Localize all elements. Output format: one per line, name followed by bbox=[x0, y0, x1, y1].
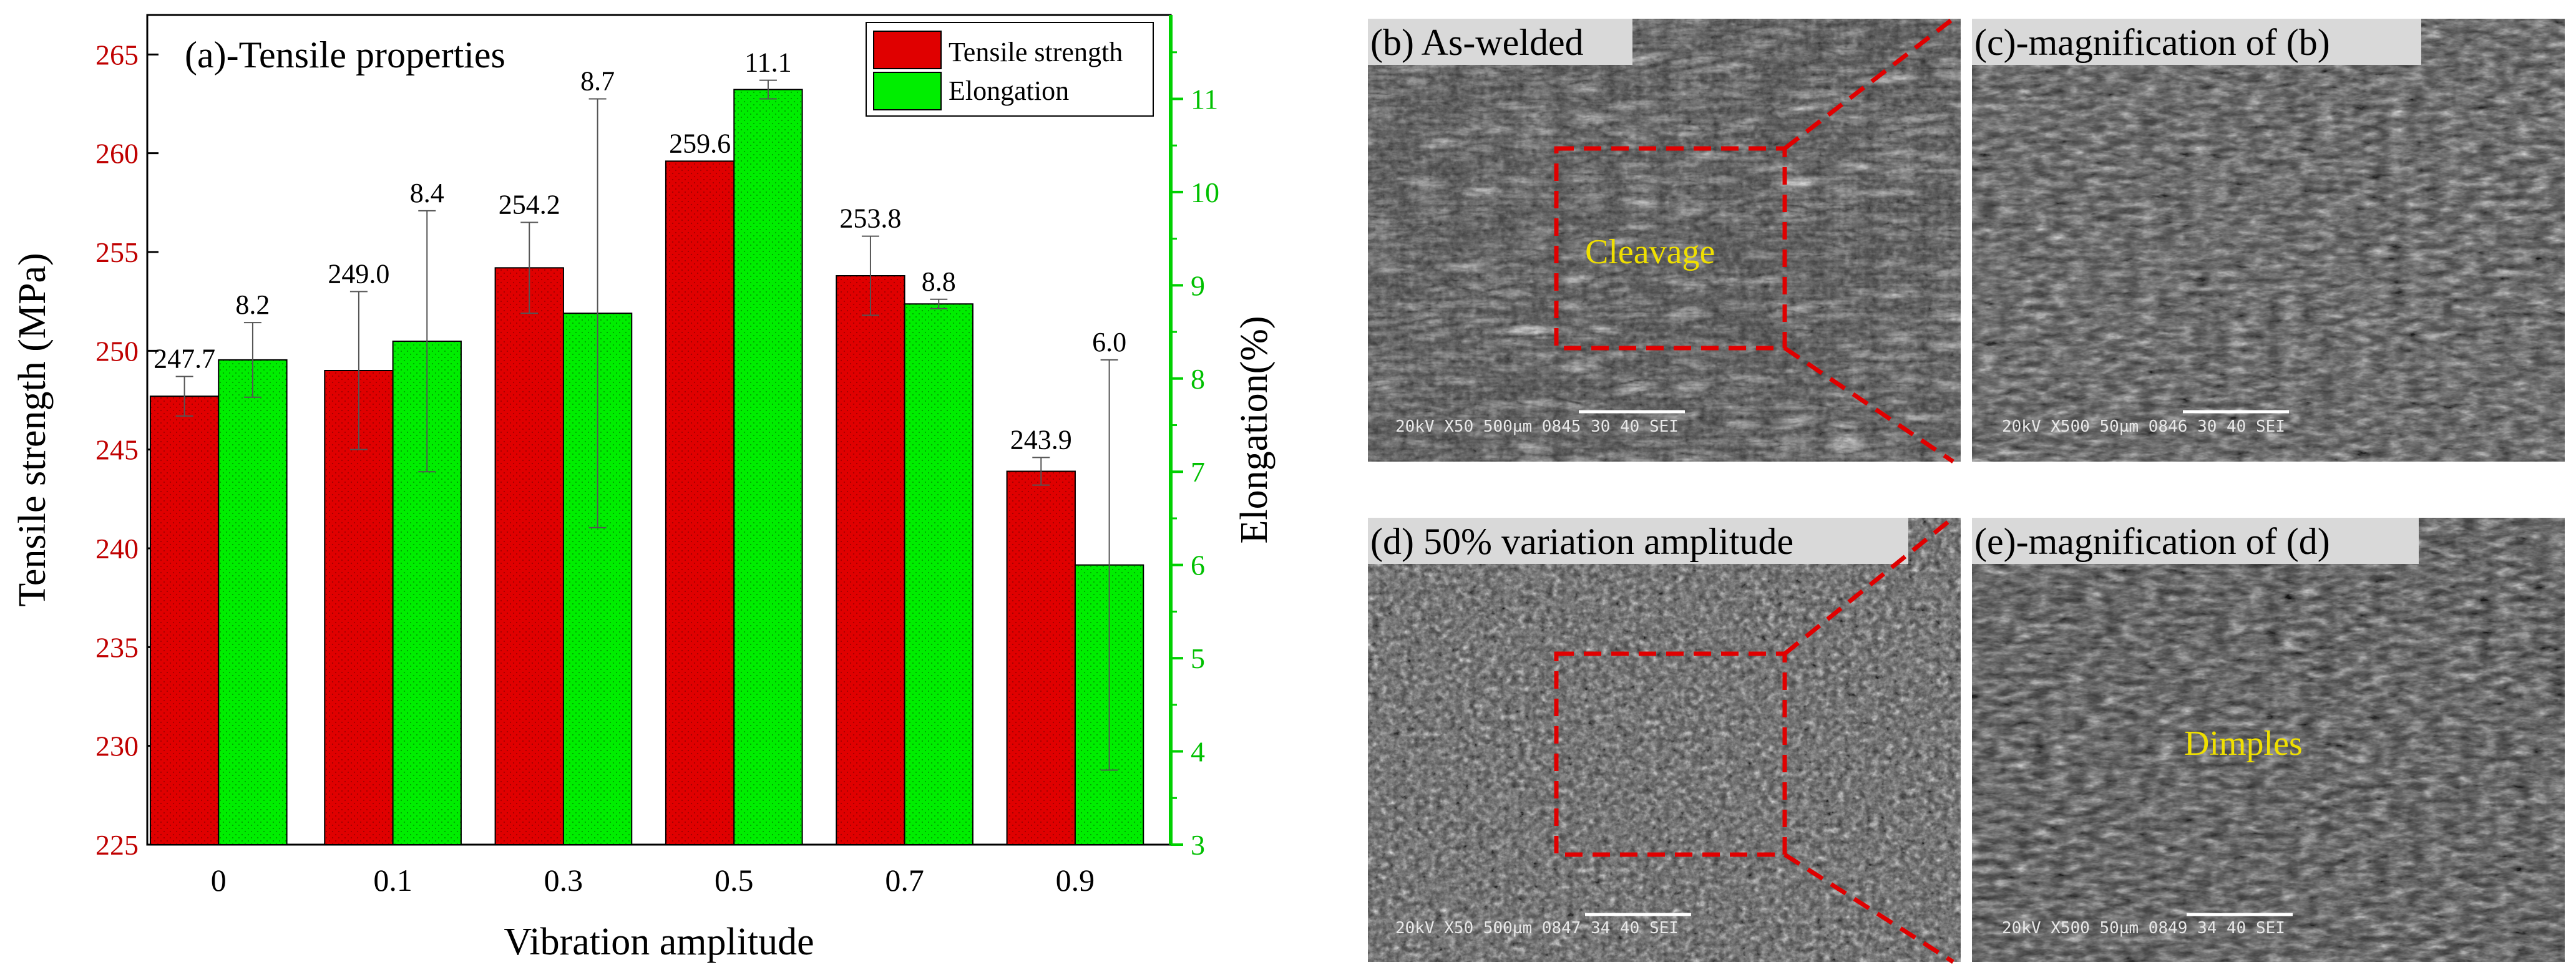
panel-e: (e)-magnification of (d) Dimples 20kV X5… bbox=[1972, 518, 2565, 962]
y-right-tick-label: 6 bbox=[1191, 550, 1205, 581]
label-elongation: 8.7 bbox=[580, 65, 615, 96]
x-tick-label: 0.1 bbox=[373, 863, 412, 898]
x-axis-label: Vibration amplitude bbox=[504, 921, 814, 963]
panel-b-texture-fine bbox=[1368, 19, 1961, 462]
label-tensile: 249.0 bbox=[328, 258, 389, 289]
panel-e-annotation: Dimples bbox=[2184, 724, 2303, 763]
y-right-tick-label: 7 bbox=[1191, 456, 1205, 488]
y-right-label: Elongation(%) bbox=[1233, 316, 1276, 543]
legend: Tensile strength Elongation bbox=[866, 22, 1154, 117]
bar-elongation bbox=[733, 89, 803, 846]
panel-b: (b) As-welded Cleavage 20kV X50 500µm 08… bbox=[1368, 17, 1961, 463]
panel-d-zoom-box bbox=[1554, 651, 1787, 857]
y-right-tick-label: 3 bbox=[1191, 829, 1205, 861]
panel-d-caption: (d) 50% variation amplitude bbox=[1370, 521, 1793, 562]
bar-elongation bbox=[904, 303, 973, 845]
panel-b-caption-bg bbox=[1368, 19, 1632, 65]
bar-tensile bbox=[494, 267, 564, 846]
y-left-tick-label: 245 bbox=[95, 434, 139, 466]
panel-e-caption-bg bbox=[1972, 518, 2419, 564]
y-right-tick-label: 5 bbox=[1191, 643, 1205, 674]
bar-tensile bbox=[1006, 470, 1076, 845]
y-right-tick-label: 9 bbox=[1191, 269, 1205, 301]
bars bbox=[149, 79, 1144, 846]
y-left-tick-label: 250 bbox=[95, 335, 139, 367]
label-tensile: 243.9 bbox=[1010, 424, 1072, 455]
panel-c-footer: 20kV X500 50µm 0846 30 40 SEI bbox=[2002, 417, 2285, 436]
bar-tensile bbox=[149, 395, 220, 845]
bar-tensile bbox=[836, 275, 905, 845]
panel-d-caption-bg bbox=[1368, 518, 1908, 564]
panel-c: (c)-magnification of (b) 20kV X500 50µm … bbox=[1972, 19, 2565, 462]
panel-e-caption: (e)-magnification of (d) bbox=[1974, 521, 2330, 562]
panel-d: (d) 50% variation amplitude 20kV X50 500… bbox=[1368, 516, 1961, 964]
bar-tensile bbox=[665, 160, 735, 845]
x-tick-label: 0.5 bbox=[715, 863, 754, 898]
y-right-tick-label: 4 bbox=[1191, 736, 1205, 768]
legend-label-elongation: Elongation bbox=[949, 75, 1069, 106]
label-tensile: 254.2 bbox=[499, 190, 560, 220]
panel-b-zoom-box bbox=[1554, 146, 1787, 351]
panel-c-caption: (c)-magnification of (b) bbox=[1974, 22, 2330, 63]
y-left-tick-label: 240 bbox=[95, 533, 139, 565]
label-elongation: 6.0 bbox=[1092, 327, 1126, 357]
label-tensile: 259.6 bbox=[669, 128, 731, 158]
panel-c-texture bbox=[1972, 19, 2565, 462]
y-right-tick-label: 11 bbox=[1191, 83, 1218, 115]
panel-b-annotation: Cleavage bbox=[1585, 233, 1715, 271]
x-tick-label: 0.3 bbox=[544, 863, 583, 898]
y-axis-right: 3 4 5 6 7 8 9 10 11 bbox=[1169, 15, 1219, 861]
y-left-tick-label: 260 bbox=[95, 138, 139, 170]
panel-b-footer: 20kV X50 500µm 0845 30 40 SEI bbox=[1395, 417, 1679, 436]
label-tensile: 247.7 bbox=[154, 344, 215, 374]
y-left-label: Tensile strength (MPa) bbox=[11, 253, 54, 606]
plot-frame bbox=[146, 14, 1172, 846]
x-tick-label: 0.7 bbox=[885, 863, 924, 898]
y-left-tick-label: 230 bbox=[95, 730, 139, 762]
label-elongation: 8.2 bbox=[235, 289, 270, 320]
legend-label-tensile: Tensile strength bbox=[949, 37, 1123, 67]
label-tensile: 253.8 bbox=[839, 203, 901, 234]
y-right-tick-label: 8 bbox=[1191, 363, 1205, 395]
panel-d-footer: 20kV X50 500µm 0847 34 40 SEI bbox=[1395, 919, 1679, 938]
bar-labels: 247.7 8.2 249.0 8.4 254.2 8.7 259.6 11.1 253.8 8.… bbox=[154, 47, 1126, 455]
y-left-tick-label: 265 bbox=[95, 39, 139, 70]
y-left-tick-label: 235 bbox=[95, 631, 139, 663]
x-axis: 0 0.1 0.3 0.5 0.7 0.9 bbox=[211, 833, 1095, 898]
label-elongation: 11.1 bbox=[744, 47, 791, 78]
panel-e-texture bbox=[1972, 518, 2565, 962]
label-elongation: 8.4 bbox=[410, 178, 444, 208]
panel-b-zoom-line-bottom bbox=[1783, 346, 1954, 463]
y-axis-left: 225 230 235 240 245 250 255 260 265 bbox=[95, 39, 159, 861]
x-tick-label: 0.9 bbox=[1056, 863, 1095, 898]
panel-e-footer: 20kV X500 50µm 0849 34 40 SEI bbox=[2002, 919, 2285, 938]
panel-b-zoom-line-top bbox=[1783, 17, 1955, 150]
legend-swatch-tensile bbox=[873, 31, 942, 69]
chart-title: (a)-Tensile properties bbox=[185, 34, 505, 75]
x-tick-label: 0 bbox=[211, 863, 227, 898]
y-right-tick-label: 10 bbox=[1191, 177, 1219, 208]
bar-elongation bbox=[218, 359, 288, 845]
legend-swatch-elongation bbox=[873, 72, 942, 110]
panel-d-zoom-line-top bbox=[1783, 516, 1955, 656]
panel-c-caption-bg bbox=[1972, 19, 2421, 65]
panel-b-caption: (b) As-welded bbox=[1370, 22, 1584, 63]
y-left-tick-label: 225 bbox=[95, 829, 139, 861]
y-left-tick-label: 255 bbox=[95, 236, 139, 268]
label-elongation: 8.8 bbox=[922, 266, 956, 297]
panel-d-zoom-line-bottom bbox=[1783, 853, 1954, 964]
